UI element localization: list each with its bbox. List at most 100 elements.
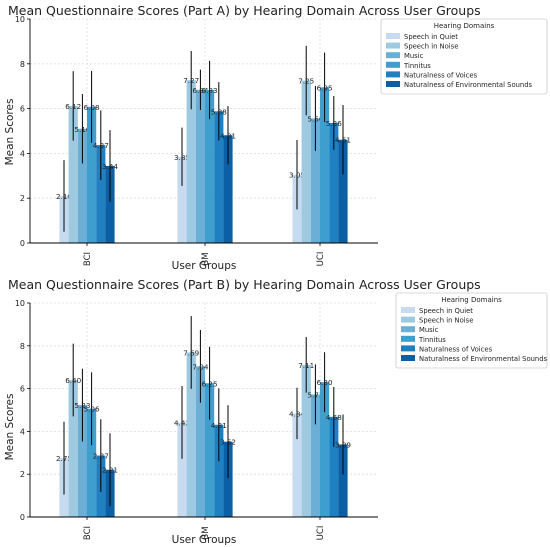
bar xyxy=(292,413,302,517)
value-label: 7.69 xyxy=(183,348,199,357)
bar xyxy=(105,165,115,243)
chart-title: Mean Questionnaire Scores (Part A) by He… xyxy=(8,3,481,18)
legend-swatch xyxy=(386,42,400,49)
bar xyxy=(77,128,87,243)
bar xyxy=(186,80,196,243)
x-tick-label: BM xyxy=(201,252,211,265)
value-label: 6.83 xyxy=(202,86,218,95)
value-label: 2.21 xyxy=(102,466,118,475)
value-label: 4.81 xyxy=(220,131,236,140)
value-label: 5.06 xyxy=(84,405,100,414)
legend-swatch xyxy=(386,61,400,68)
x-tick-label: UCI xyxy=(316,526,326,541)
legend-swatch xyxy=(401,355,415,361)
y-tick-label: 6 xyxy=(20,105,25,114)
legend-swatch xyxy=(401,316,415,323)
chart-part-a: Mean Questionnaire Scores (Part A) by He… xyxy=(4,3,548,272)
legend-swatch xyxy=(401,307,415,313)
y-axis-label: Mean Scores xyxy=(4,99,16,166)
legend: Hearing Domains Speech in Quiet Speech in … xyxy=(395,292,548,369)
x-tick-label: BCI xyxy=(83,252,93,266)
y-tick-label: 0 xyxy=(20,239,25,248)
value-label: 6.30 xyxy=(317,378,333,387)
legend-swatch xyxy=(386,71,400,78)
legend-title: Hearing Domains xyxy=(434,22,495,30)
value-label: 5.73 xyxy=(307,390,323,399)
legend-label: Speech in Quiet xyxy=(404,33,458,41)
value-label: 3.05 xyxy=(289,171,305,180)
legend-label: Music xyxy=(419,326,439,334)
value-label: 5.88 xyxy=(211,107,227,116)
legend-label: Speech in Quiet xyxy=(419,307,473,315)
bar xyxy=(195,366,205,517)
value-label: 4.68 xyxy=(326,413,342,422)
value-label: 7.27 xyxy=(183,76,199,85)
legend-swatch xyxy=(401,345,415,352)
bar xyxy=(87,106,97,243)
chart-title: Mean Questionnaire Scores (Part B) by He… xyxy=(8,277,481,292)
legend-box xyxy=(395,292,548,369)
bar xyxy=(177,156,187,243)
legend-box xyxy=(380,18,548,95)
value-label: 5.23 xyxy=(74,401,90,410)
value-label: 5.56 xyxy=(307,114,323,123)
value-label: 6.84 xyxy=(192,86,208,95)
bar xyxy=(320,382,330,517)
y-axis-label: Mean Scores xyxy=(4,394,16,461)
y-tick-label: 8 xyxy=(20,60,25,69)
value-label: 7.04 xyxy=(192,362,208,371)
y-tick-label: 2 xyxy=(20,470,25,479)
bar xyxy=(338,139,348,243)
x-tick-label: BCI xyxy=(83,526,93,540)
legend-swatch xyxy=(401,335,415,342)
value-label: 6.08 xyxy=(84,103,100,112)
value-label: 7.25 xyxy=(298,77,314,86)
value-label: 5.36 xyxy=(326,119,342,128)
y-tick-label: 4 xyxy=(20,149,25,158)
y-tick-label: 4 xyxy=(20,427,25,436)
bar xyxy=(301,80,311,243)
bar xyxy=(310,118,320,243)
value-label: 6.12 xyxy=(65,102,81,111)
value-label: 3.39 xyxy=(335,440,351,449)
legend-label: Naturalness of Voices xyxy=(404,71,478,79)
value-label: 4.42 xyxy=(174,418,190,427)
bar xyxy=(214,111,224,244)
bar xyxy=(310,394,320,517)
legend-label: Naturalness of Environmental Sounds xyxy=(419,355,548,363)
value-label: 2.10 xyxy=(56,192,72,201)
legend-swatch xyxy=(401,326,415,333)
legend-title: Hearing Domains xyxy=(441,296,502,304)
value-label: 4.37 xyxy=(93,141,109,150)
x-tick-label: BM xyxy=(201,526,211,539)
legend-label: Tinnitus xyxy=(418,336,446,344)
legend-label: Speech in Noise xyxy=(404,43,458,51)
y-tick-label: 2 xyxy=(20,194,25,203)
bar xyxy=(223,441,233,517)
legend-label: Speech in Noise xyxy=(419,317,473,325)
legend-label: Tinnitus xyxy=(403,62,431,70)
legend-swatch xyxy=(386,81,400,87)
value-label: 4.61 xyxy=(335,136,351,145)
value-label: 4.84 xyxy=(289,409,305,418)
value-label: 2.87 xyxy=(93,452,109,461)
value-label: 6.25 xyxy=(202,379,218,388)
value-label: 6.40 xyxy=(65,376,81,385)
legend: Hearing Domains Speech in Quiet Speech in … xyxy=(380,18,548,95)
bar xyxy=(77,405,87,517)
value-label: 3.85 xyxy=(174,153,190,162)
legend-label: Music xyxy=(404,52,424,60)
bar xyxy=(68,105,78,243)
x-axis-label: User Groups xyxy=(172,260,237,272)
value-label: 3.52 xyxy=(220,438,236,447)
bar xyxy=(329,122,339,243)
bar xyxy=(195,89,205,243)
chart-part-b: Mean Questionnaire Scores (Part B) by He… xyxy=(4,277,548,546)
value-label: 3.44 xyxy=(102,162,118,171)
legend-swatch xyxy=(386,52,400,59)
bar xyxy=(329,416,339,517)
bar xyxy=(205,90,215,244)
bar xyxy=(68,380,78,517)
bar xyxy=(87,408,97,517)
